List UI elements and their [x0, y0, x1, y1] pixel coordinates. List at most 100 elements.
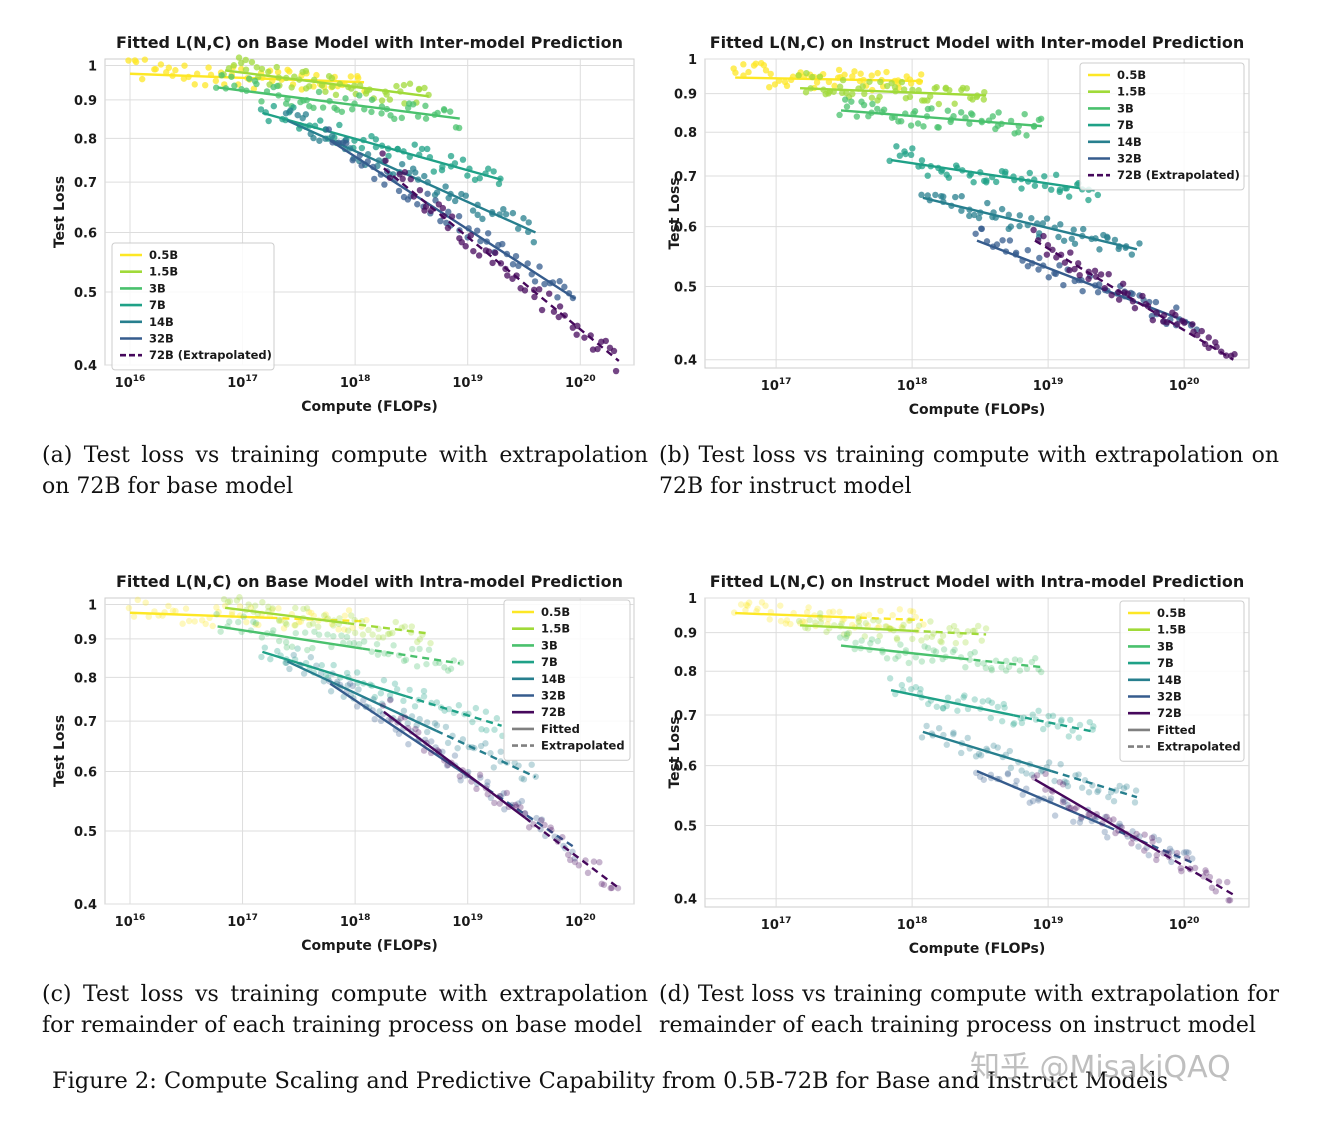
data-point [1026, 799, 1033, 806]
data-point [517, 804, 524, 811]
data-point [602, 337, 609, 345]
data-point [933, 703, 941, 710]
data-point [598, 880, 605, 888]
data-point [309, 644, 316, 652]
data-point [311, 628, 318, 635]
series-32B [972, 769, 1196, 866]
data-point [844, 630, 851, 638]
data-point [515, 800, 522, 807]
data-point [836, 83, 844, 90]
data-point [321, 612, 328, 619]
legend-label: 14B [1157, 673, 1182, 687]
data-point [836, 111, 843, 119]
data-point [327, 688, 335, 695]
data-point [982, 664, 990, 672]
data-point [889, 611, 896, 619]
data-point [497, 758, 504, 765]
data-point [226, 598, 234, 605]
data-point [479, 215, 486, 223]
data-point [994, 703, 1002, 711]
data-point [404, 720, 411, 727]
data-point [762, 602, 769, 609]
data-point [1193, 331, 1201, 339]
data-point [421, 172, 428, 180]
data-point [398, 160, 406, 168]
fit-line [329, 682, 478, 784]
data-point [1231, 351, 1238, 358]
data-point [930, 647, 937, 654]
data-point [1070, 818, 1077, 825]
data-point [1132, 787, 1140, 794]
data-point [988, 664, 995, 672]
data-point [858, 637, 865, 644]
data-point [555, 313, 562, 321]
data-point [358, 617, 366, 625]
data-point [921, 643, 928, 650]
data-point [877, 607, 884, 615]
legend-label: 0.5B [149, 248, 178, 262]
extrapolated-line [961, 657, 1043, 669]
data-point [1028, 771, 1036, 779]
data-point [907, 122, 915, 129]
legend-label: 1.5B [149, 265, 178, 279]
data-point [906, 617, 913, 624]
data-point [1225, 897, 1232, 904]
data-point [976, 773, 984, 780]
data-point [442, 183, 449, 190]
fit-line [1034, 778, 1155, 850]
data-point [270, 102, 278, 110]
fit-line [800, 624, 912, 632]
data-point [957, 749, 965, 757]
data-point [444, 224, 452, 232]
data-point [454, 744, 461, 752]
data-point [524, 260, 531, 267]
data-point [1023, 665, 1031, 672]
data-point [1150, 833, 1158, 840]
data-point [338, 632, 345, 639]
data-point [369, 631, 376, 638]
data-point [1026, 169, 1033, 177]
data-point [423, 660, 430, 668]
data-point [975, 214, 983, 222]
y-tick-label: 0.9 [74, 633, 97, 648]
data-point [406, 80, 414, 87]
data-point [1004, 770, 1012, 777]
data-point [999, 237, 1006, 244]
data-point [347, 73, 355, 80]
series-32B [326, 677, 579, 862]
data-point [489, 259, 496, 267]
data-point [971, 649, 978, 656]
data-point [393, 82, 400, 90]
data-point [259, 599, 266, 606]
data-point [381, 181, 388, 188]
data-point [839, 617, 846, 624]
data-point [345, 607, 353, 614]
data-point [1020, 714, 1027, 721]
data-point [1036, 254, 1043, 262]
data-point [261, 644, 269, 651]
data-point [355, 640, 363, 648]
data-point [862, 620, 869, 627]
data-point [455, 124, 463, 132]
data-point [1172, 311, 1179, 319]
data-point [1181, 319, 1188, 326]
data-point [1029, 711, 1036, 718]
data-point [957, 109, 965, 116]
data-point [265, 603, 272, 611]
data-point [1085, 789, 1093, 796]
data-point [1173, 849, 1181, 857]
data-point [1129, 828, 1136, 835]
data-point [590, 858, 598, 865]
data-point [1035, 707, 1042, 715]
data-point [895, 652, 902, 660]
data-point [1016, 212, 1023, 219]
data-point [294, 645, 301, 652]
legend-label: 14B [1117, 135, 1142, 149]
legend-label: 72B [541, 705, 566, 719]
data-point [414, 638, 421, 646]
data-point [883, 68, 890, 76]
data-point [444, 739, 452, 747]
data-point [896, 606, 904, 613]
data-point [385, 152, 392, 160]
data-point [353, 669, 361, 676]
